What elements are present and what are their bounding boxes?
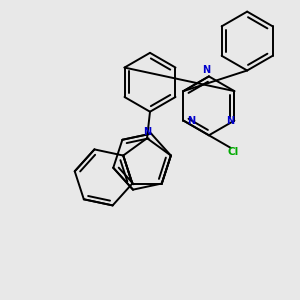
Text: N: N [187,116,195,126]
Text: N: N [144,127,152,137]
Text: Cl: Cl [228,147,239,157]
Text: N: N [202,65,211,75]
Text: N: N [226,116,234,126]
